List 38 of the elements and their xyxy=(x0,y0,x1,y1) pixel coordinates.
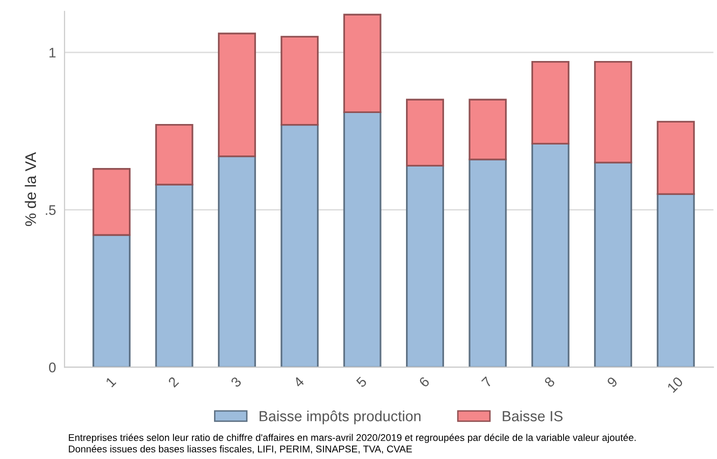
text: Données issues des bases liasses fiscales, LIFI, PERIM, SINAPSE, TVA, CVAE xyxy=(68,445,412,454)
bar xyxy=(656,193,695,368)
bar xyxy=(406,164,444,368)
legend-label: Baisse impôts production xyxy=(260,410,420,424)
bar xyxy=(92,234,131,368)
y-tick-label: .5 xyxy=(46,205,56,215)
x-tick-label: 10 xyxy=(666,376,684,393)
x-tick-label: 4 xyxy=(292,376,305,388)
x-tick-label: 1 xyxy=(105,376,116,388)
y-axis-title: % de la VA xyxy=(24,152,36,226)
y-tick-label: 1 xyxy=(50,48,56,58)
bar xyxy=(218,155,256,368)
bar xyxy=(155,124,194,186)
bar xyxy=(92,168,131,236)
bar xyxy=(531,142,570,368)
bar xyxy=(468,158,507,368)
bar xyxy=(406,98,444,167)
bar xyxy=(531,61,570,145)
bar xyxy=(594,61,632,164)
bar xyxy=(468,98,507,160)
bar xyxy=(155,184,194,368)
bar xyxy=(218,32,256,158)
legend-label: Baisse IS xyxy=(502,410,563,422)
bar xyxy=(656,120,695,195)
x-tick-label: 7 xyxy=(481,376,492,388)
x-tick-label: 5 xyxy=(356,376,368,388)
bar xyxy=(343,111,382,368)
x-tick-label: 8 xyxy=(544,376,556,388)
text: Entreprises triées selon leur ratio de chiffre d'affaires en mars-avril 2020/2019 et regroupées par décile de la variable valeur ajoutée. xyxy=(68,434,636,443)
x-tick-label: 6 xyxy=(418,376,430,388)
bar xyxy=(594,162,632,368)
bar xyxy=(343,14,382,114)
x-tick-label: 2 xyxy=(168,376,180,388)
x-tick-label: 9 xyxy=(606,376,618,388)
bar xyxy=(280,124,319,368)
bar xyxy=(280,36,319,126)
y-tick-label: 0 xyxy=(49,362,56,372)
x-tick-label: 3 xyxy=(230,376,242,388)
